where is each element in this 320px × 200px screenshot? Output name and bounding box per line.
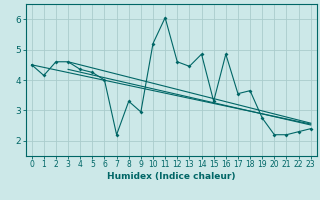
X-axis label: Humidex (Indice chaleur): Humidex (Indice chaleur) bbox=[107, 172, 236, 181]
